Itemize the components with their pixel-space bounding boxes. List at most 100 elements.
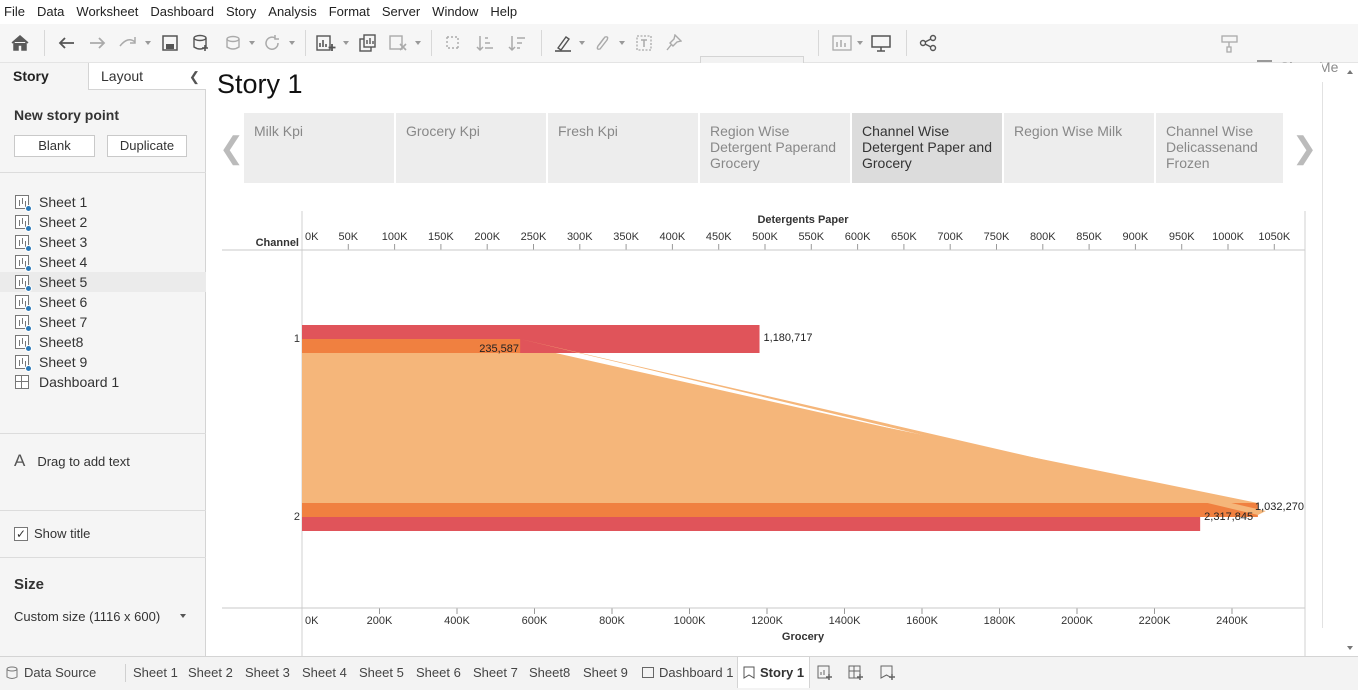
- present-icon[interactable]: [870, 32, 892, 54]
- category-label: 2: [294, 511, 300, 523]
- menu-format[interactable]: Format: [328, 4, 370, 19]
- sheet-tab-bar: Data Source Sheet 1 Sheet 2 Sheet 3 Shee…: [0, 656, 1358, 690]
- menu-window[interactable]: Window: [432, 4, 479, 19]
- tab-story-1[interactable]: Story 1: [737, 657, 811, 688]
- duplicate-sheet-icon[interactable]: [357, 32, 379, 54]
- worksheet-icon: [15, 255, 32, 272]
- sheet-list-item[interactable]: Sheet 4: [0, 252, 206, 272]
- bottom-axis-tick-label: 1200K: [751, 615, 783, 627]
- story-point-active[interactable]: Channel Wise Detergent Paper and Grocery: [852, 113, 1002, 183]
- top-axis-tick-label: 100K: [382, 231, 408, 243]
- show-title-checkbox[interactable]: ✓ Show title: [14, 526, 90, 541]
- pin-icon[interactable]: [663, 32, 685, 54]
- tab-sheet-3[interactable]: Sheet 3: [245, 665, 290, 680]
- menu-server[interactable]: Server: [381, 4, 421, 19]
- previous-story-point-icon[interactable]: ❮: [219, 132, 245, 165]
- tab-sheet-6[interactable]: Sheet 6: [416, 665, 461, 680]
- blank-button[interactable]: Blank: [14, 135, 95, 157]
- drag-to-add-text[interactable]: A Drag to add text: [14, 451, 130, 471]
- tab-sheet-1[interactable]: Sheet 1: [133, 665, 178, 680]
- swap-icon[interactable]: [442, 32, 464, 54]
- data-label: 1,180,717: [764, 332, 813, 344]
- sheet-list-item[interactable]: Sheet 2: [0, 212, 206, 232]
- detergents-bar[interactable]: [302, 503, 1258, 517]
- detergents-bar[interactable]: [302, 339, 521, 353]
- story-point[interactable]: Grocery Kpi: [396, 113, 546, 183]
- new-data-source-icon[interactable]: [190, 32, 212, 54]
- home-icon[interactable]: [9, 32, 31, 54]
- worksheet-icon: [15, 355, 32, 372]
- data-label: 2,317,845: [1204, 511, 1253, 523]
- scroll-down-icon[interactable]: [1347, 646, 1353, 650]
- vertical-scrollbar[interactable]: [1322, 82, 1358, 628]
- story-point[interactable]: Milk Kpi: [244, 113, 394, 183]
- top-axis-tick-label: 300K: [567, 231, 593, 243]
- tab-sheet-9[interactable]: Sheet 9: [583, 665, 628, 680]
- tab-sheet-2[interactable]: Sheet 2: [188, 665, 233, 680]
- tab-dashboard-1[interactable]: Dashboard 1: [637, 657, 738, 688]
- data-source-icon[interactable]: [222, 32, 244, 54]
- story-point[interactable]: Region Wise Milk: [1004, 113, 1154, 183]
- tab-sheet-5[interactable]: Sheet 5: [359, 665, 404, 680]
- sheet-list-item[interactable]: Sheet 5: [0, 272, 206, 292]
- sheet-name: Sheet 2: [39, 214, 88, 230]
- undo-icon[interactable]: [55, 32, 77, 54]
- clear-sheet-icon[interactable]: [387, 32, 409, 54]
- label-icon[interactable]: [633, 32, 655, 54]
- tab-layout[interactable]: Layout: [88, 63, 206, 90]
- detergents-area-edge: [520, 339, 1266, 515]
- story-point[interactable]: Fresh Kpi: [548, 113, 698, 183]
- save-icon[interactable]: [159, 32, 181, 54]
- menu-story[interactable]: Story: [225, 4, 257, 19]
- sort-descending-icon[interactable]: [506, 32, 528, 54]
- top-axis-tick-label: 500K: [752, 231, 778, 243]
- new-story-point-heading: New story point: [14, 107, 120, 123]
- new-worksheet-tab-button[interactable]: [812, 657, 838, 688]
- collapse-sidebar-icon[interactable]: ❮: [189, 69, 200, 84]
- tab-sheet-4[interactable]: Sheet 4: [302, 665, 347, 680]
- divider: [0, 172, 206, 173]
- menu-analysis[interactable]: Analysis: [268, 4, 317, 19]
- share-icon[interactable]: [917, 32, 939, 54]
- menu-help[interactable]: Help: [490, 4, 518, 19]
- sheet-list-item[interactable]: Sheet 1: [0, 192, 206, 212]
- format-painter-icon[interactable]: [1219, 32, 1241, 54]
- checkbox-checked-icon: ✓: [14, 526, 28, 541]
- story-point[interactable]: Region Wise Detergent Paperand Grocery: [700, 113, 850, 183]
- new-worksheet-icon[interactable]: [315, 32, 337, 54]
- group-icon[interactable]: [591, 32, 613, 54]
- sheet-list-item[interactable]: Sheet 3: [0, 232, 206, 252]
- presentation-view-icon[interactable]: [831, 32, 853, 54]
- sheet-name: Sheet 6: [39, 294, 88, 310]
- menu-worksheet[interactable]: Worksheet: [76, 4, 139, 19]
- new-dashboard-tab-button[interactable]: [843, 657, 869, 688]
- sort-ascending-icon[interactable]: [474, 32, 496, 54]
- top-axis-tick-label: 200K: [474, 231, 500, 243]
- replay-icon[interactable]: [117, 32, 139, 54]
- sheet-name: Sheet 3: [39, 234, 88, 250]
- sheet-name: Sheet 7: [39, 314, 88, 330]
- story-title[interactable]: Story 1: [217, 69, 303, 99]
- refresh-icon[interactable]: [261, 32, 283, 54]
- duplicate-button[interactable]: Duplicate: [107, 135, 187, 157]
- sheet-list-item[interactable]: Sheet8: [0, 332, 206, 352]
- menu-dashboard[interactable]: Dashboard: [150, 4, 214, 19]
- tab-data-source[interactable]: Data Source: [0, 657, 125, 688]
- scroll-up-icon[interactable]: [1347, 70, 1353, 74]
- new-story-tab-button[interactable]: [875, 657, 901, 688]
- story-point[interactable]: Channel Wise Delicassenand Frozen: [1156, 113, 1283, 183]
- bottom-axis-tick-label: 2000K: [1061, 615, 1093, 627]
- tab-sheet-7[interactable]: Sheet 7: [473, 665, 518, 680]
- tab-story[interactable]: Story: [0, 63, 88, 90]
- tab-sheet-8[interactable]: Sheet8: [529, 665, 571, 680]
- next-story-point-icon[interactable]: ❯: [1292, 132, 1318, 165]
- sheet-list-item[interactable]: Sheet 9: [0, 352, 206, 372]
- menu-file[interactable]: File: [4, 4, 25, 19]
- highlight-icon[interactable]: [552, 32, 574, 54]
- dashboard-list-item[interactable]: Dashboard 1: [0, 372, 206, 392]
- sheet-list-item[interactable]: Sheet 6: [0, 292, 206, 312]
- size-select[interactable]: Custom size (1116 x 600): [14, 607, 190, 625]
- sheet-list-item[interactable]: Sheet 7: [0, 312, 206, 332]
- redo-icon[interactable]: [87, 32, 109, 54]
- menu-data[interactable]: Data: [36, 4, 65, 19]
